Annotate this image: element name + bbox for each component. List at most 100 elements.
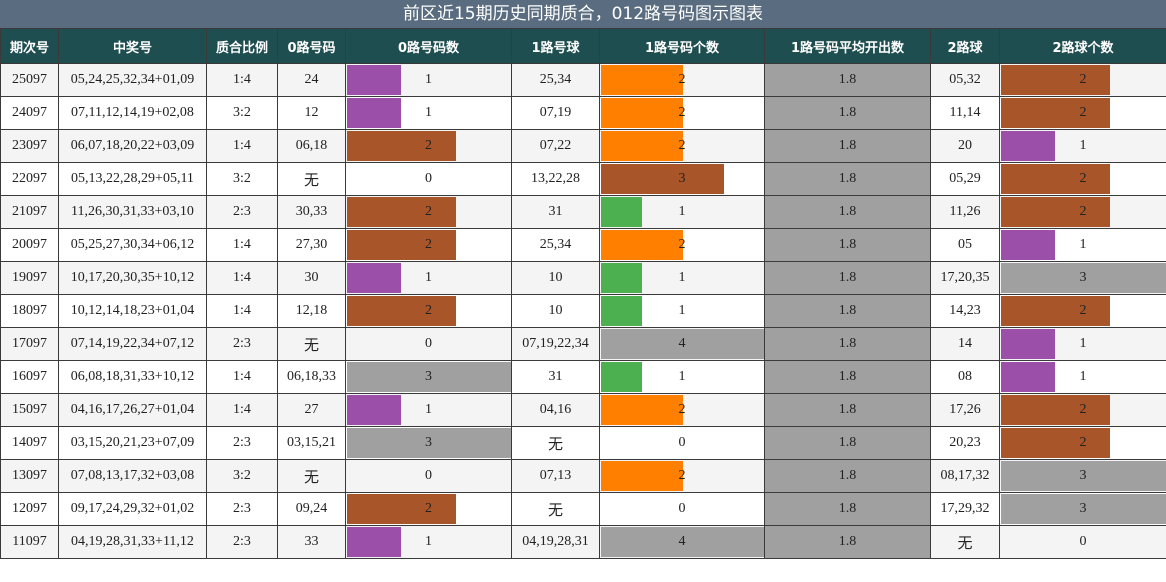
one-avg-cell: 1.8 (764, 294, 931, 328)
two-count-cell-value: 1 (1079, 336, 1087, 351)
zero-nums-cell: 24 (277, 63, 346, 97)
one-count-cell: 2 (599, 129, 765, 163)
numbers-cell: 04,16,17,26,27+01,04 (58, 393, 207, 427)
zero-count-cell-value: 1 (425, 534, 432, 549)
numbers-cell: 11,26,30,31,33+03,10 (58, 195, 207, 229)
table-row: 24097 07,11,12,14,19+02,08 3:2 12 1 07,19 2 1.8… (0, 96, 1166, 130)
zero-count-cell: 2 (345, 294, 512, 328)
two-count-cell-bar (1001, 395, 1110, 425)
zero-nums-cell: 无 (277, 459, 346, 493)
two-nums-cell: 20 (930, 129, 1000, 163)
one-nums-cell: 无 (511, 492, 600, 526)
two-count-cell-bar (1001, 461, 1166, 491)
one-count-cell: 1 (599, 195, 765, 229)
zero-count-cell-value: 0 (425, 468, 432, 483)
two-count-cell-bar (1001, 296, 1110, 326)
two-count-cell-value: 2 (1079, 435, 1087, 450)
numbers-cell: 05,13,22,28,29+05,11 (58, 162, 207, 196)
one-count-cell-bar (601, 98, 683, 128)
one-count-cell: 2 (599, 228, 765, 262)
data-table: 期次号 中奖号 质合比例 0路号码 0路号码数 1路号球 1路号码个数 1路号码… (0, 28, 1166, 559)
ratio-cell: 3:2 (206, 162, 278, 196)
one-nums-cell: 31 (511, 195, 600, 229)
issue-cell: 15097 (0, 393, 59, 427)
ratio-cell: 3:2 (206, 96, 278, 130)
zero-count-cell-value: 1 (425, 402, 432, 417)
zero-count-cell: 2 (345, 492, 512, 526)
two-nums-cell: 08,17,32 (930, 459, 1000, 493)
two-count-cell-bar (1001, 65, 1110, 95)
issue-cell: 12097 (0, 492, 59, 526)
issue-cell: 22097 (0, 162, 59, 196)
two-count-cell-bar (1001, 362, 1055, 392)
zero-count-cell-value: 3 (425, 435, 432, 450)
two-count-cell-value: 2 (1079, 72, 1087, 87)
two-count-cell-bar (1001, 230, 1055, 260)
zero-nums-cell: 30 (277, 261, 346, 295)
two-nums-cell: 17,26 (930, 393, 1000, 427)
one-avg-cell: 1.8 (764, 426, 931, 460)
two-count-cell: 1 (999, 228, 1166, 262)
one-count-cell-value: 1 (678, 369, 686, 384)
one-count-cell-bar (601, 329, 764, 359)
issue-cell: 18097 (0, 294, 59, 328)
zero-count-cell: 3 (345, 426, 512, 460)
two-count-cell-value: 2 (1079, 105, 1087, 120)
one-nums-cell: 10 (511, 261, 600, 295)
two-count-cell: 1 (999, 360, 1166, 394)
ratio-cell: 2:3 (206, 525, 278, 559)
zero-count-cell-bar (347, 527, 401, 557)
header-two-count: 2路球个数 (999, 28, 1166, 64)
table-row: 15097 04,16,17,26,27+01,04 1:4 27 1 04,16 2 1.8… (0, 393, 1166, 427)
two-nums-cell: 20,23 (930, 426, 1000, 460)
one-avg-cell: 1.8 (764, 360, 931, 394)
two-count-cell-bar (1001, 164, 1110, 194)
two-count-cell-value: 2 (1079, 402, 1087, 417)
two-nums-cell: 05 (930, 228, 1000, 262)
two-count-cell-value: 3 (1079, 270, 1087, 285)
one-nums-cell: 07,19,22,34 (511, 327, 600, 361)
two-count-cell-bar (1001, 329, 1055, 359)
two-nums-cell: 17,29,32 (930, 492, 1000, 526)
table-row: 25097 05,24,25,32,34+01,09 1:4 24 1 25,34 2 1.8… (0, 63, 1166, 97)
header-zero-nums: 0路号码 (277, 28, 346, 64)
one-nums-cell: 13,22,28 (511, 162, 600, 196)
one-nums-cell: 07,19 (511, 96, 600, 130)
one-count-cell: 0 (599, 492, 765, 526)
zero-count-cell: 1 (345, 393, 512, 427)
zero-count-cell: 1 (345, 261, 512, 295)
one-count-cell-value: 2 (678, 402, 686, 417)
one-avg-cell: 1.8 (764, 327, 931, 361)
one-avg-cell: 1.8 (764, 129, 931, 163)
one-count-cell-bar (601, 461, 683, 491)
one-count-cell-value: 3 (678, 171, 686, 186)
header-row: 期次号 中奖号 质合比例 0路号码 0路号码数 1路号球 1路号码个数 1路号码… (0, 28, 1166, 64)
one-count-cell-bar (601, 527, 764, 557)
one-avg-cell: 1.8 (764, 393, 931, 427)
two-nums-cell: 14 (930, 327, 1000, 361)
table-row: 18097 10,12,14,18,23+01,04 1:4 12,18 2 10 1 1.8… (0, 294, 1166, 328)
issue-cell: 25097 (0, 63, 59, 97)
table-row: 22097 05,13,22,28,29+05,11 3:2 无 0 13,22,28 3 1… (0, 162, 1166, 196)
numbers-cell: 03,15,20,21,23+07,09 (58, 426, 207, 460)
zero-count-cell-bar (347, 263, 401, 293)
zero-count-cell-bar (347, 395, 401, 425)
numbers-cell: 06,07,18,20,22+03,09 (58, 129, 207, 163)
header-zero-count: 0路号码数 (345, 28, 512, 64)
issue-cell: 14097 (0, 426, 59, 460)
one-avg-cell: 1.8 (764, 63, 931, 97)
one-nums-cell: 无 (511, 426, 600, 460)
one-count-cell-bar (601, 263, 642, 293)
one-count-cell-value: 2 (678, 138, 686, 153)
zero-count-cell-bar (347, 494, 456, 524)
numbers-cell: 05,25,27,30,34+06,12 (58, 228, 207, 262)
one-count-cell-value: 2 (678, 468, 686, 483)
ratio-cell: 1:4 (206, 129, 278, 163)
one-count-cell-value: 4 (678, 336, 686, 351)
one-count-cell: 2 (599, 393, 765, 427)
table-row: 17097 07,14,19,22,34+07,12 2:3 无 0 07,19,22,3… (0, 327, 1166, 361)
zero-count-cell-bar (347, 197, 456, 227)
one-count-cell-bar (601, 197, 642, 227)
two-count-cell: 3 (999, 492, 1166, 526)
one-avg-cell: 1.8 (764, 525, 931, 559)
